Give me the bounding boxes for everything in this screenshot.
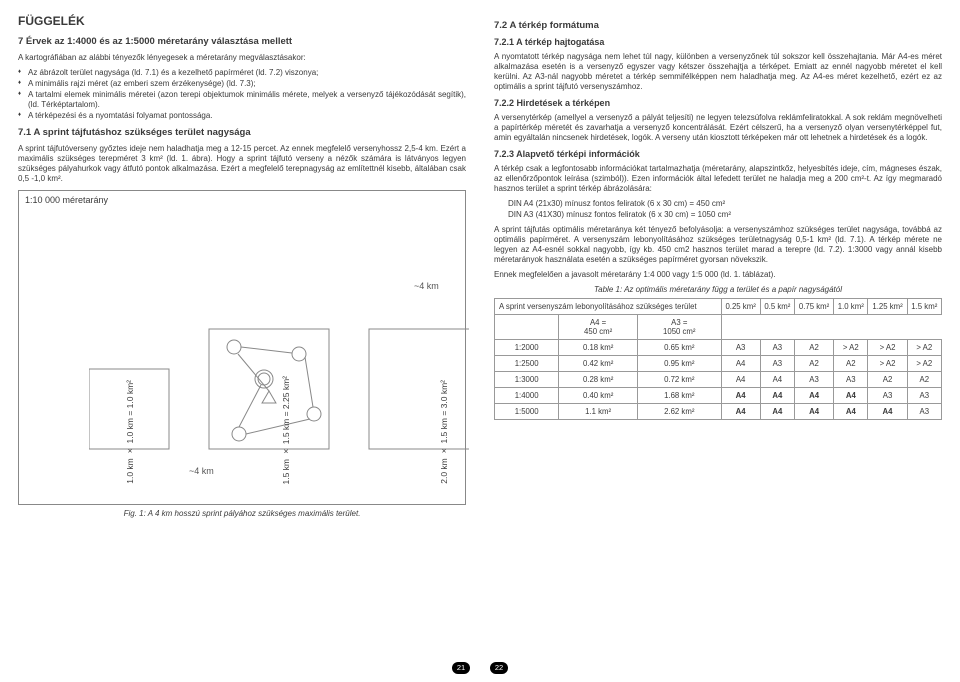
p-7-2-1: A nyomtatott térkép nagysága nem lehet t… (494, 52, 942, 92)
p-7-2-2: A versenytérkép (amellyel a versenyző a … (494, 113, 942, 143)
table-cell: A4 (795, 404, 834, 420)
table-cell: A4 (834, 404, 868, 420)
table-cell: A3 (760, 356, 794, 372)
p-recommend: Ennek megfelelően a javasolt méretarány … (494, 270, 942, 280)
din-a3-line: DIN A3 (41X30) mínusz fontos feliratok (… (494, 210, 942, 220)
a3-head: A3 = 1050 cm² (637, 315, 721, 340)
table-cell: A4 (760, 388, 794, 404)
area-head: 0.25 km² (721, 299, 760, 315)
table-cell: A3 (721, 340, 760, 356)
table-1-caption: Table 1: Az optimális méretarány függ a … (494, 285, 942, 294)
table-cell: 0.72 km² (637, 372, 721, 388)
km-label-top: ~4 km (414, 281, 439, 291)
table-cell: 0.18 km² (559, 340, 638, 356)
section-7: 7 Érvek az 1:4000 és az 1:5000 méretarán… (18, 36, 466, 47)
bullet-item: Az ábrázolt terület nagysága (ld. 7.1) é… (18, 68, 466, 78)
page-number-right: 22 (490, 662, 508, 674)
table-cell: A4 (868, 404, 907, 420)
table-cell: 1.1 km² (559, 404, 638, 420)
table-cell: 0.28 km² (559, 372, 638, 388)
table-cell: A3 (868, 388, 907, 404)
table-cell: > A2 (868, 340, 907, 356)
table-cell: A2 (868, 372, 907, 388)
course-diagram (89, 219, 469, 479)
area-head: 1.25 km² (868, 299, 907, 315)
table-cell: 0.65 km² (637, 340, 721, 356)
table-subhead-row: A4 = 450 cm² A3 = 1050 cm² (495, 315, 942, 340)
bullet-item: A térképezési és a nyomtatási folyamat p… (18, 111, 466, 121)
km-label-bottom: ~4 km (189, 466, 214, 476)
table-cell: > A2 (907, 340, 941, 356)
area-head: 0.75 km² (795, 299, 834, 315)
area-head: 1.5 km² (907, 299, 941, 315)
table-cell: A4 (760, 404, 794, 420)
table-cell: > A2 (834, 340, 868, 356)
section-7-2-2: 7.2.2 Hirdetések a térképen (494, 98, 942, 108)
right-page: 7.2 A térkép formátuma 7.2.1 A térkép ha… (480, 0, 960, 682)
scale-table: A sprint versenyszám lebonyolításához sz… (494, 298, 942, 420)
p-optimal: A sprint tájfutás optimális méretaránya … (494, 225, 942, 265)
table-cell: 1:2000 (495, 340, 559, 356)
area-label-3: 2.0 km × 1.5 km = 3.0 km² (439, 380, 449, 484)
table-cell: A3 (760, 340, 794, 356)
table-cell: A3 (907, 388, 941, 404)
table-cell: A4 (834, 388, 868, 404)
table-head-left: A sprint versenyszám lebonyolításához sz… (495, 299, 722, 315)
table-cell: 0.42 km² (559, 356, 638, 372)
table-cell: A2 (795, 356, 834, 372)
table-cell: 1.68 km² (637, 388, 721, 404)
section-7-2: 7.2 A térkép formátuma (494, 20, 942, 31)
left-page: FÜGGELÉK 7 Érvek az 1:4000 és az 1:5000 … (0, 0, 480, 682)
intro-p: A kartográfiában az alábbi tényezők lény… (18, 53, 466, 63)
table-row: 1:30000.28 km²0.72 km²A4A4A3A3A2A2 (495, 372, 942, 388)
blank-cell (495, 315, 559, 340)
appendix-title: FÜGGELÉK (18, 14, 466, 28)
table-cell: 1:5000 (495, 404, 559, 420)
section-7-2-3: 7.2.3 Alapvető térképi információk (494, 149, 942, 159)
page-number-left: 21 (452, 662, 470, 674)
table-cell: 1:3000 (495, 372, 559, 388)
a4-head: A4 = 450 cm² (559, 315, 638, 340)
table-row: 1:50001.1 km²2.62 km²A4A4A4A4A4A3 (495, 404, 942, 420)
area-head: 1.0 km² (834, 299, 868, 315)
table-row: 1:25000.42 km²0.95 km²A4A3A2A2> A2> A2 (495, 356, 942, 372)
figure-1-caption: Fig. 1: A 4 km hosszú sprint pályához sz… (18, 509, 466, 518)
table-cell: A3 (795, 372, 834, 388)
table-cell: 0.95 km² (637, 356, 721, 372)
bullet-item: A tartalmi elemek minimális méretei (azo… (18, 90, 466, 110)
table-cell: A4 (760, 372, 794, 388)
table-cell: A4 (721, 388, 760, 404)
table-cell: 1:4000 (495, 388, 559, 404)
table-row: 1:20000.18 km²0.65 km²A3A3A2> A2> A2> A2 (495, 340, 942, 356)
table-cell: A4 (721, 404, 760, 420)
din-a4-line: DIN A4 (21x30) mínusz fontos feliratok (… (494, 199, 942, 209)
figure-1-box: 1:10 000 méretarány ~4 km ~4 km 1.0 km ×… (18, 190, 466, 505)
p-7-1: A sprint tájfutóverseny győztes ideje ne… (18, 144, 466, 184)
bullet-item: A minimális rajzi méret (az emberi szem … (18, 79, 466, 89)
section-7-1: 7.1 A sprint tájfutáshoz szükséges terül… (18, 127, 466, 138)
scale-label: 1:10 000 méretarány (25, 195, 108, 205)
area-label-2: 1.5 km × 1.5 km = 2.25 km² (281, 376, 291, 485)
table-cell: 2.62 km² (637, 404, 721, 420)
table-cell: 0.40 km² (559, 388, 638, 404)
table-cell: A2 (834, 356, 868, 372)
table-cell: A4 (795, 388, 834, 404)
table-row: 1:40000.40 km²1.68 km²A4A4A4A4A3A3 (495, 388, 942, 404)
table-cell: A2 (907, 372, 941, 388)
p-7-2-3: A térkép csak a legfontosabb információk… (494, 164, 942, 194)
table-cell: 1:2500 (495, 356, 559, 372)
bullet-list: Az ábrázolt terület nagysága (ld. 7.1) é… (18, 68, 466, 121)
area-head: 0.5 km² (760, 299, 794, 315)
area-label-1: 1.0 km × 1.0 km = 1.0 km² (125, 380, 135, 484)
table-cell: > A2 (907, 356, 941, 372)
section-7-2-1: 7.2.1 A térkép hajtogatása (494, 37, 942, 47)
table-cell: > A2 (868, 356, 907, 372)
table-cell: A4 (721, 372, 760, 388)
table-cell: A2 (795, 340, 834, 356)
table-cell: A3 (907, 404, 941, 420)
table-cell: A4 (721, 356, 760, 372)
table-cell: A3 (834, 372, 868, 388)
